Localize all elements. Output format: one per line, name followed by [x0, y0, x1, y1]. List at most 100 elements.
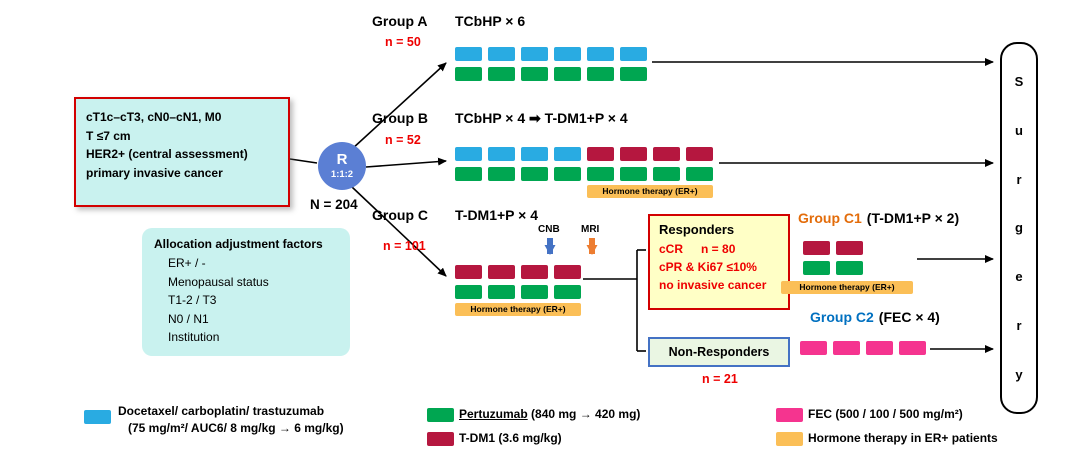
group-b-cycle-row-1	[455, 147, 713, 161]
blue-cycle-block	[84, 410, 111, 424]
group-a-cycle-row-2	[455, 67, 647, 81]
green-cycle-block	[521, 285, 548, 299]
eligibility-line: cT1c–cT3, cN0–cN1, M0	[86, 110, 222, 124]
group-b-n-label: n = 52	[385, 133, 421, 147]
blue-cycle-block	[488, 47, 515, 61]
blue-cycle-block	[488, 147, 515, 161]
eligibility-line: HER2+ (central assessment)	[86, 147, 248, 162]
green-cycle-block	[686, 167, 713, 181]
allocation-factor: Institution	[168, 330, 220, 345]
group-c-label: Group C	[372, 207, 428, 223]
blue-cycle-block	[554, 47, 581, 61]
pink-cycle-block	[833, 341, 860, 355]
legend-pertuzumab-label: Pertuzumab (840 mg → 420 mg)	[459, 406, 640, 423]
crimson-cycle-block	[620, 147, 647, 161]
non-responders-title: Non-Responders	[668, 345, 770, 359]
green-cycle-block	[620, 167, 647, 181]
surgery-letter: e	[1015, 269, 1023, 285]
group-c-cycle-row-1	[455, 265, 581, 279]
allocation-factor: T1-2 / T3	[168, 293, 217, 308]
green-cycle-block	[455, 167, 482, 181]
surgery-letter: y	[1015, 366, 1023, 382]
mri-label: MRI	[581, 224, 600, 235]
green-cycle-block	[554, 285, 581, 299]
responders-box: Responders cCR n = 80 cPR & Ki67 ≤10% no …	[648, 214, 790, 310]
group-c-regimen: T-DM1+P × 4	[455, 207, 539, 223]
non-responders-n-label: n = 21	[702, 372, 738, 386]
crimson-cycle-block	[554, 265, 581, 279]
surgery-letter: g	[1015, 220, 1023, 236]
crimson-cycle-block	[521, 265, 548, 279]
blue-cycle-block	[554, 147, 581, 161]
legend-docetaxel-line2: (75 mg/m²/ AUC6/ 8 mg/kg → 6 mg/kg)	[128, 420, 344, 435]
eligibility-criteria-box: cT1c–cT3, cN0–cN1, M0 T ≤7 cm HER2+ (cen…	[74, 97, 290, 207]
group-b-label: Group B	[372, 110, 428, 126]
legend-pertuzumab-dose: (840 mg → 420 mg)	[527, 407, 641, 421]
green-cycle-block	[488, 285, 515, 299]
group-c-cycle-row-2	[455, 285, 581, 299]
green-cycle-block	[488, 167, 515, 181]
group-c1-header: Group C1 (T-DM1+P × 2)	[798, 210, 959, 226]
crimson-cycle-block	[587, 147, 614, 161]
legend-pertuzumab-name: Pertuzumab	[459, 407, 528, 421]
eligibility-line: T ≤7 cm	[86, 128, 131, 143]
surgery-letter: u	[1015, 122, 1023, 138]
orange-cycle-block	[776, 432, 803, 446]
cnb-label: CNB	[538, 224, 560, 235]
blue-cycle-block	[521, 47, 548, 61]
non-responders-box: Non-Responders	[648, 337, 790, 367]
green-cycle-block	[554, 67, 581, 81]
responders-ccr: cCR	[659, 241, 684, 256]
randomization-ratio: 1:1:2	[330, 168, 354, 180]
crimson-cycle-block	[803, 241, 830, 255]
group-c1-cycle-row-1	[803, 241, 863, 255]
legend-docetaxel-label: Docetaxel/ carboplatin/ trastuzumab (75 …	[118, 403, 344, 437]
legend-hormone-label: Hormone therapy in ER+ patients	[808, 431, 998, 445]
responders-no-invasive-line: no invasive cancer	[659, 277, 767, 292]
group-a-n-label: n = 50	[385, 35, 421, 49]
legend-fec-label: FEC (500 / 100 / 500 mg/m²)	[808, 407, 963, 421]
group-c1-regimen: (T-DM1+P × 2)	[866, 210, 960, 226]
legend-swatch-pertuzumab	[427, 408, 454, 422]
crimson-cycle-block	[427, 432, 454, 446]
green-cycle-block	[521, 167, 548, 181]
blue-cycle-block	[521, 147, 548, 161]
crimson-cycle-block	[653, 147, 680, 161]
green-cycle-block	[455, 67, 482, 81]
pink-cycle-block	[899, 341, 926, 355]
green-cycle-block	[836, 261, 863, 275]
responders-ccr-row: cCR n = 80	[659, 240, 779, 258]
green-cycle-block	[554, 167, 581, 181]
green-cycle-block	[653, 167, 680, 181]
responders-cpr-line: cPR & Ki67 ≤10%	[659, 259, 757, 274]
green-cycle-block	[427, 408, 454, 422]
group-c1-label: Group C1	[798, 210, 862, 226]
green-cycle-block	[455, 285, 482, 299]
blue-cycle-block	[587, 47, 614, 61]
green-cycle-block	[620, 67, 647, 81]
allocation-title: Allocation adjustment factors	[154, 237, 323, 251]
crimson-cycle-block	[686, 147, 713, 161]
pink-cycle-block	[866, 341, 893, 355]
legend-swatch-tdm1	[427, 432, 454, 446]
group-c-hormone-bar: Hormone therapy (ER+)	[455, 303, 581, 316]
surgery-box: S u r g e r y	[1000, 42, 1038, 414]
surgery-letter: S	[1014, 73, 1024, 89]
blue-cycle-block	[455, 147, 482, 161]
responders-title: Responders	[659, 222, 735, 237]
blue-cycle-block	[455, 47, 482, 61]
group-b-regimen: TCbHP × 4 ➡ T-DM1+P × 4	[455, 110, 628, 126]
eligibility-line: primary invasive cancer	[86, 165, 223, 180]
arrow-randomization-to-group-c	[351, 186, 447, 277]
group-c2-regimen: (FEC × 4)	[878, 309, 940, 325]
group-a-cycle-row-1	[455, 47, 647, 61]
legend-tdm1-label: T-DM1 (3.6 mg/kg)	[459, 431, 562, 445]
legend-swatch-fec	[776, 408, 803, 422]
crimson-cycle-block	[488, 265, 515, 279]
group-b-hormone-bar: Hormone therapy (ER+)	[587, 185, 713, 198]
green-cycle-block	[587, 67, 614, 81]
crimson-cycle-block	[836, 241, 863, 255]
surgery-letter: r	[1016, 171, 1022, 187]
group-a-label: Group A	[372, 13, 428, 29]
